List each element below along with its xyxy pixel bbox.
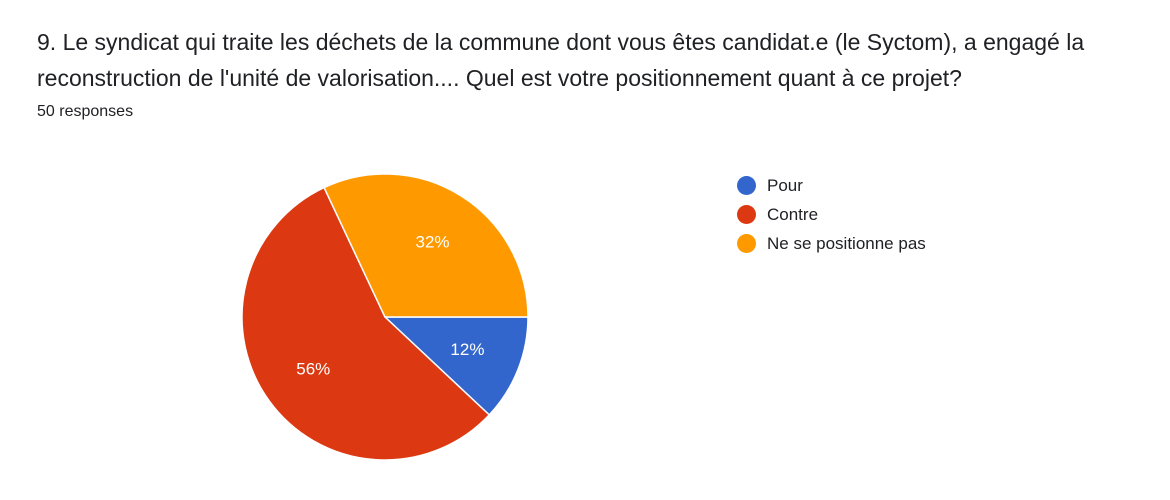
legend-label-contre: Contre [767, 204, 819, 224]
chart-legend: Pour Contre Ne se positionne pas [737, 171, 926, 258]
legend-label-ne-se-positionne-pas: Ne se positionne pas [767, 233, 926, 253]
response-count: 50 responses [37, 103, 134, 120]
legend-swatch-pour [737, 176, 756, 195]
legend-item-pour[interactable]: Pour [737, 171, 926, 200]
pie-slice-contre[interactable] [241, 186, 491, 461]
pie-slice-label-ne-se-positionne-pas: 32% [415, 233, 449, 252]
pie-slice-label-pour: 12% [450, 340, 484, 359]
legend-swatch-ne-se-positionne-pas [737, 234, 756, 253]
legend-item-ne-se-positionne-pas[interactable]: Ne se positionne pas [737, 229, 926, 258]
pie-slices [241, 173, 529, 461]
legend-swatch-contre [737, 205, 756, 224]
pie-slice-ne-se-positionne-pas[interactable] [323, 173, 529, 318]
pie-labels: 12% 56% 32% [296, 233, 484, 379]
legend-label-pour: Pour [767, 175, 803, 195]
question-title: 9. Le syndicat qui traite les déchets de… [37, 29, 1085, 91]
legend-item-contre[interactable]: Contre [737, 200, 926, 229]
pie-slice-pour[interactable] [383, 316, 529, 416]
pie-slice-label-contre: 56% [296, 360, 330, 379]
